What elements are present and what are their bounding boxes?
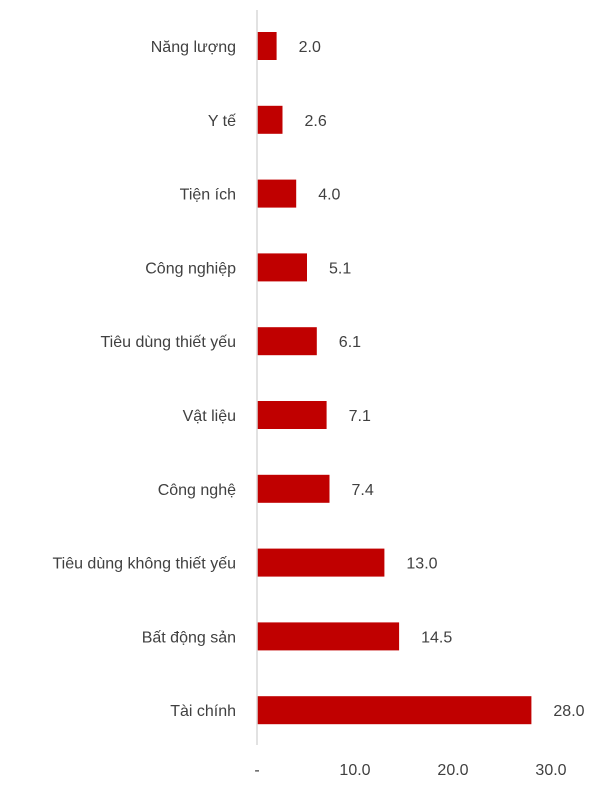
data-label: 7.1 [349, 408, 371, 425]
data-label: 13.0 [406, 556, 437, 573]
bars-layer [257, 32, 532, 725]
data-label: 2.6 [305, 113, 327, 130]
data-label: 4.0 [318, 187, 340, 204]
category-label: Năng lượng [151, 39, 236, 56]
value-labels-layer: 2.0 2.6 4.0 5.1 6.1 7.1 7.4 13.0 14.5 28.0 [299, 39, 585, 720]
data-label: 7.4 [352, 482, 374, 499]
bar [257, 474, 330, 503]
x-tick-label: - [254, 762, 259, 779]
category-label: Vật liệu [183, 408, 236, 425]
data-label: 2.0 [299, 39, 321, 56]
x-tick-label: 10.0 [339, 762, 370, 779]
bar [257, 401, 327, 429]
data-label: 14.5 [421, 629, 452, 646]
category-label: Y tế [208, 113, 236, 130]
bar [257, 253, 307, 282]
bar [257, 622, 400, 651]
data-label: 6.1 [339, 334, 361, 351]
bar [257, 548, 385, 577]
bar [257, 327, 317, 356]
x-tick-labels-layer: - 10.0 20.0 30.0 [254, 762, 566, 779]
data-label: 5.1 [329, 260, 351, 277]
category-label: Bất động sản [142, 629, 236, 646]
bar [257, 179, 297, 208]
category-label: Tài chính [170, 703, 236, 720]
x-tick-label: 20.0 [437, 762, 468, 779]
bar [257, 32, 277, 60]
category-labels-layer: Năng lượng Y tế Tiện ích Công nghiệp Tiêu dù… [52, 39, 236, 720]
category-label: Tiêu dùng không thiết yếu [52, 556, 236, 573]
bar [257, 105, 283, 134]
bar [257, 696, 532, 725]
data-label: 28.0 [553, 703, 584, 720]
category-label: Tiện ích [180, 187, 236, 204]
category-label: Công nghệ [158, 482, 236, 499]
category-label: Tiêu dùng thiết yếu [101, 334, 237, 351]
x-tick-label: 30.0 [535, 762, 566, 779]
category-label: Công nghiệp [145, 260, 236, 277]
